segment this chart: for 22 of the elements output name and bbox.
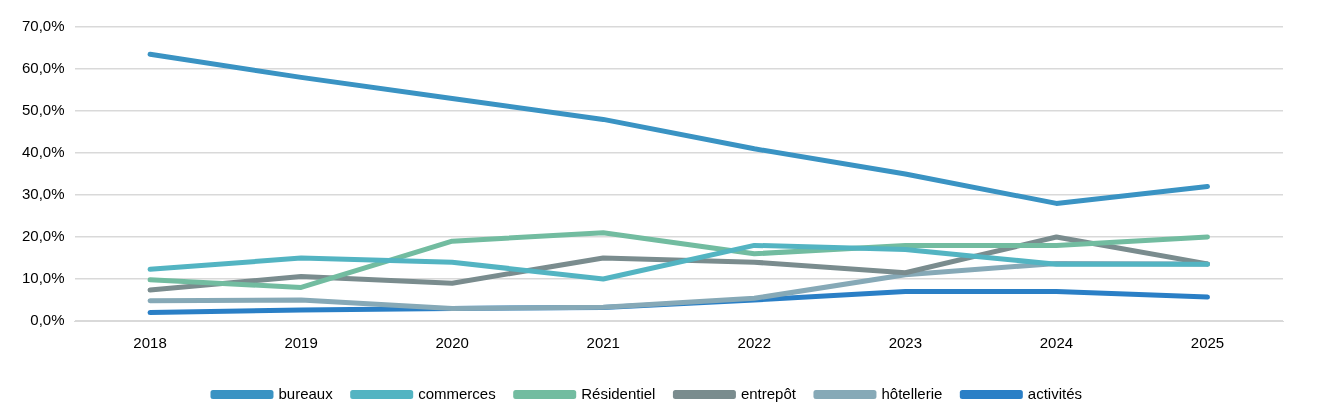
x-tick-label: 2024	[1039, 334, 1074, 352]
y-tick-label: 20,0%	[21, 227, 65, 245]
x-tick-label: 2025	[1190, 334, 1225, 352]
x-tick-label: 2018	[133, 334, 167, 352]
y-tick-label: 50,0%	[21, 101, 65, 119]
legend-label: hôtellerie	[881, 384, 943, 402]
legend-label: Résidentiel	[581, 384, 656, 402]
x-tick-label: 2019	[284, 334, 318, 352]
y-tick-label: 10,0%	[21, 269, 65, 287]
legend-label: commerces	[418, 384, 496, 402]
legend-label: entrepôt	[740, 384, 797, 402]
y-tick-label: 60,0%	[21, 59, 65, 77]
x-tick-label: 2022	[737, 334, 771, 352]
x-tick-label: 2021	[586, 334, 620, 352]
y-tick-label: 30,0%	[21, 185, 65, 203]
legend-label: activités	[1027, 384, 1083, 402]
y-tick-label: 40,0%	[21, 143, 65, 161]
y-tick-label: 0,0%	[30, 311, 65, 329]
x-tick-label: 2020	[435, 334, 469, 352]
y-tick-label: 70,0%	[21, 17, 65, 35]
legend-label: bureaux	[278, 384, 334, 402]
x-tick-label: 2023	[888, 334, 923, 352]
